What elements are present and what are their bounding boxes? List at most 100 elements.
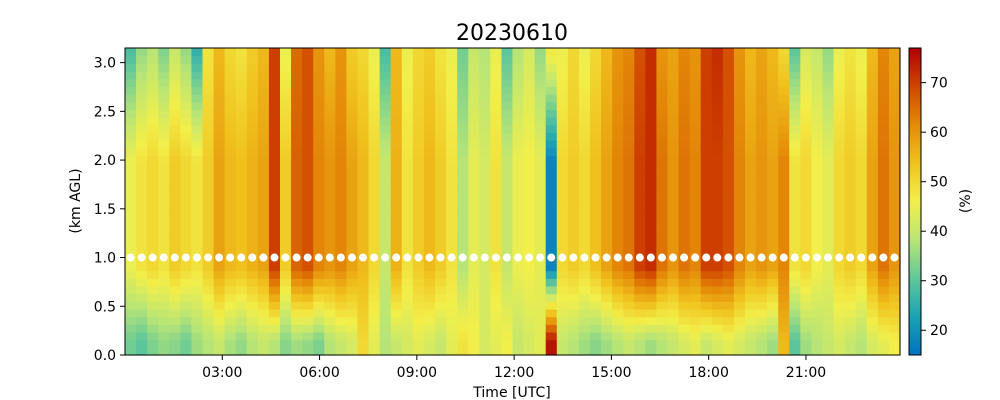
heatmap-cell	[291, 293, 303, 302]
heatmap-cell	[833, 247, 846, 256]
heatmap-cell	[390, 132, 403, 141]
heatmap-cell	[191, 86, 204, 95]
heatmap-cell	[745, 201, 757, 210]
heatmap-cell	[125, 301, 137, 310]
heatmap-cell	[711, 63, 724, 72]
heatmap-cell	[645, 209, 658, 218]
heatmap-cell	[512, 48, 525, 57]
heatmap-cell	[612, 308, 624, 318]
heatmap-cell	[733, 301, 746, 310]
heatmap-cell	[501, 293, 514, 302]
marker-dot	[148, 253, 157, 262]
heatmap-cell	[722, 48, 735, 57]
heatmap-cell	[213, 324, 226, 333]
heatmap-cell	[479, 170, 491, 180]
heatmap-cell	[700, 48, 713, 57]
heatmap-cell	[545, 239, 558, 249]
heatmap-cell	[158, 132, 170, 141]
heatmap-cell	[169, 308, 181, 318]
heatmap-cell	[280, 178, 292, 187]
heatmap-cell	[656, 239, 669, 249]
heatmap-cell	[656, 86, 669, 95]
heatmap-cell	[313, 132, 325, 141]
heatmap-cell	[888, 178, 901, 187]
heatmap-cell	[623, 201, 635, 210]
marker-dot	[414, 253, 423, 262]
heatmap-cell	[479, 301, 491, 310]
heatmap-cell	[855, 94, 868, 103]
heatmap-cell	[446, 86, 458, 95]
heatmap-cell	[722, 55, 735, 64]
heatmap-cell	[877, 316, 890, 325]
heatmap-cell	[313, 147, 325, 157]
heatmap-cell	[789, 48, 801, 57]
heatmap-cell	[213, 278, 226, 287]
heatmap-cell	[280, 71, 292, 80]
heatmap-cell	[257, 247, 270, 256]
heatmap-cell	[656, 140, 669, 149]
heatmap-cell	[268, 278, 281, 287]
heatmap-cell	[468, 232, 480, 241]
heatmap-cell	[169, 94, 181, 103]
heatmap-cell	[379, 293, 392, 302]
heatmap-cell	[745, 48, 757, 57]
heatmap-cell	[180, 170, 193, 180]
heatmap-cell	[390, 124, 403, 134]
heatmap-cell	[379, 78, 392, 87]
heatmap-cell	[346, 109, 359, 118]
heatmap-cell	[877, 301, 890, 310]
heatmap-cell	[711, 163, 724, 172]
heatmap-cell	[501, 262, 514, 272]
heatmap-cell	[412, 331, 425, 341]
heatmap-cell	[479, 324, 491, 333]
heatmap-cell	[645, 186, 658, 195]
heatmap-cell	[844, 147, 857, 157]
marker-dot	[735, 253, 744, 262]
heatmap-cell	[778, 140, 790, 149]
heatmap-cell	[423, 285, 436, 295]
heatmap-cell	[423, 293, 436, 302]
heatmap-cell	[180, 347, 193, 356]
heatmap-cell	[268, 247, 281, 256]
heatmap-cell	[257, 86, 270, 95]
heatmap-cell	[490, 216, 503, 226]
heatmap-cell	[678, 55, 691, 64]
heatmap-cell	[457, 109, 469, 118]
heatmap-cell	[711, 270, 724, 279]
heatmap-cell	[700, 178, 713, 187]
heatmap-cell	[612, 193, 624, 203]
heatmap-cell	[479, 63, 491, 72]
heatmap-cell	[257, 224, 270, 233]
heatmap-cell	[147, 224, 159, 233]
heatmap-cell	[545, 308, 558, 318]
heatmap-cell	[390, 78, 403, 87]
heatmap-cell	[711, 55, 724, 64]
heatmap-cell	[125, 270, 137, 279]
heatmap-cell	[446, 301, 458, 310]
heatmap-cell	[490, 270, 503, 279]
heatmap-cell	[125, 140, 137, 149]
heatmap-cell	[590, 163, 602, 172]
heatmap-cell	[136, 94, 148, 103]
heatmap-cell	[689, 270, 702, 279]
heatmap-cell	[578, 155, 591, 164]
heatmap-cell	[136, 216, 148, 226]
heatmap-cell	[789, 285, 801, 295]
heatmap-cell	[235, 178, 248, 187]
heatmap-cell	[590, 262, 602, 272]
heatmap-cell	[213, 101, 226, 110]
heatmap-cell	[169, 193, 181, 203]
heatmap-cell	[833, 285, 846, 295]
heatmap-cell	[656, 331, 669, 341]
heatmap-cell	[556, 63, 569, 72]
heatmap-cell	[479, 262, 491, 272]
heatmap-cell	[501, 63, 514, 72]
heatmap-cell	[844, 170, 857, 180]
heatmap-cell	[335, 109, 348, 118]
heatmap-cell	[545, 293, 558, 302]
heatmap-cell	[556, 86, 569, 95]
heatmap-cell	[180, 339, 193, 348]
heatmap-cell	[423, 262, 436, 272]
heatmap-cell	[401, 232, 414, 241]
heatmap-cell	[136, 339, 148, 348]
